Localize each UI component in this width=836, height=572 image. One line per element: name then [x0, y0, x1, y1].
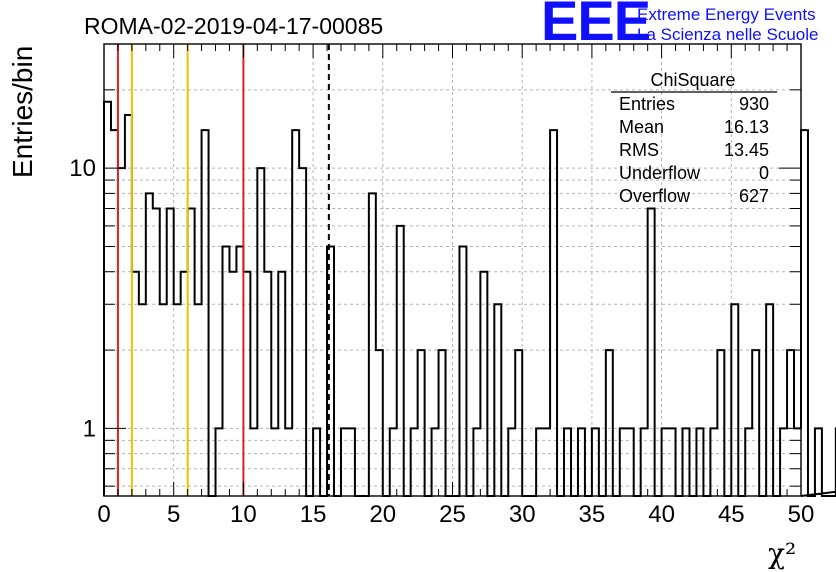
- stats-box: ChiSquare Entries 930 Mean 16.13 RMS 13.45 Und…: [611, 70, 777, 206]
- stats-box-title: ChiSquare: [650, 70, 735, 90]
- stats-row-value: 13.45: [724, 140, 769, 160]
- x-tick-label: 30: [509, 501, 536, 528]
- x-tick-label: 5: [167, 501, 180, 528]
- stats-row-value: 627: [739, 186, 769, 206]
- stats-box-rows: Entries 930 Mean 16.13 RMS 13.45 Underflow 0 Ove…: [619, 94, 769, 206]
- x-tick-label: 35: [579, 501, 606, 528]
- x-tick-label: 10: [230, 501, 257, 528]
- stats-row-value: 16.13: [724, 117, 769, 137]
- stats-row-label: Entries: [619, 94, 675, 114]
- eee-logo-line1: Extreme Energy Events: [637, 5, 816, 24]
- stats-row-label: Underflow: [619, 163, 701, 183]
- y-tick-label: 10: [69, 155, 96, 182]
- x-tick-labels: 0 5 10 15 20 25 30 35 40 45 50: [97, 501, 814, 528]
- axis-ticks: [103, 43, 802, 496]
- x-tick-label: 15: [300, 501, 327, 528]
- x-tick-label: 50: [788, 501, 815, 528]
- marker-lines: [116, 44, 330, 496]
- y-tick-labels: 1 10: [69, 155, 96, 442]
- y-axis-label: Entries/bin: [7, 46, 38, 178]
- chart-title: ROMA-02-2019-04-17-00085: [84, 13, 383, 39]
- eee-logo-line2: La Scienza nelle Scuole: [637, 25, 818, 44]
- x-tick-label: 25: [439, 501, 466, 528]
- stats-row-label: Overflow: [619, 186, 691, 206]
- x-tick-label: 45: [718, 501, 745, 528]
- y-tick-label: 1: [83, 415, 96, 442]
- stats-row-value: 930: [739, 94, 769, 114]
- x-tick-label: 40: [648, 501, 675, 528]
- histogram-step-line: [103, 100, 836, 497]
- stats-row-label: RMS: [619, 140, 659, 160]
- eee-logo: EEE Extreme Energy Events La Scienza nel…: [541, 0, 818, 52]
- x-tick-label: 0: [97, 501, 110, 528]
- x-tick-label: 20: [369, 501, 396, 528]
- stats-row-label: Mean: [619, 117, 664, 137]
- stats-row-value: 0: [759, 163, 769, 183]
- x-axis-label: χ²: [768, 537, 796, 570]
- histogram-bars: [103, 100, 836, 497]
